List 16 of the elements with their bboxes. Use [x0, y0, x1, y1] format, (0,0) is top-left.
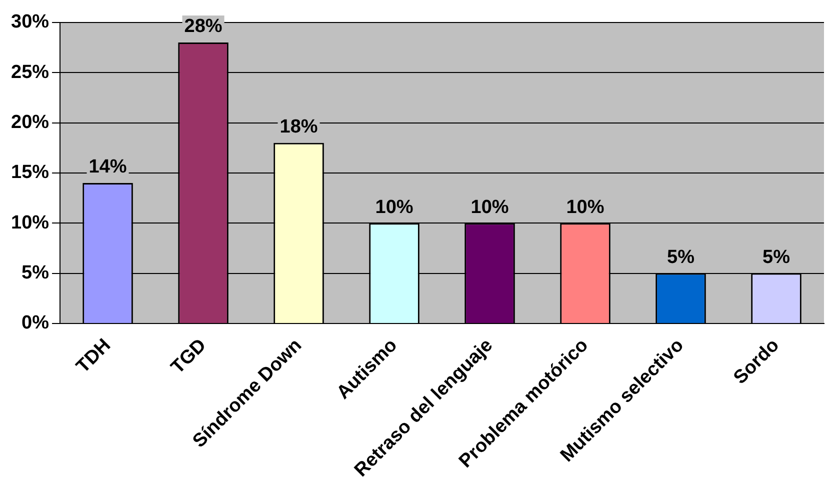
data-label: 14% [88, 156, 127, 178]
y-tick-label: 15% [10, 162, 50, 184]
y-tick-label: 0% [22, 312, 50, 334]
data-label: 18% [280, 116, 318, 138]
x-tick-label: TGD [167, 334, 211, 378]
y-tick-label: 30% [10, 12, 50, 33]
y-tick-label: 25% [10, 62, 50, 83]
data-label: 5% [667, 247, 695, 268]
data-label: 28% [184, 16, 222, 38]
y-tick-label: 5% [22, 262, 50, 284]
y-tick-label: 20% [10, 112, 50, 133]
y-tick-label: 10% [10, 212, 50, 234]
data-label: 5% [762, 247, 790, 268]
data-label: 10% [566, 196, 604, 218]
data-label: 10% [375, 196, 414, 218]
data-label: 10% [470, 196, 509, 218]
